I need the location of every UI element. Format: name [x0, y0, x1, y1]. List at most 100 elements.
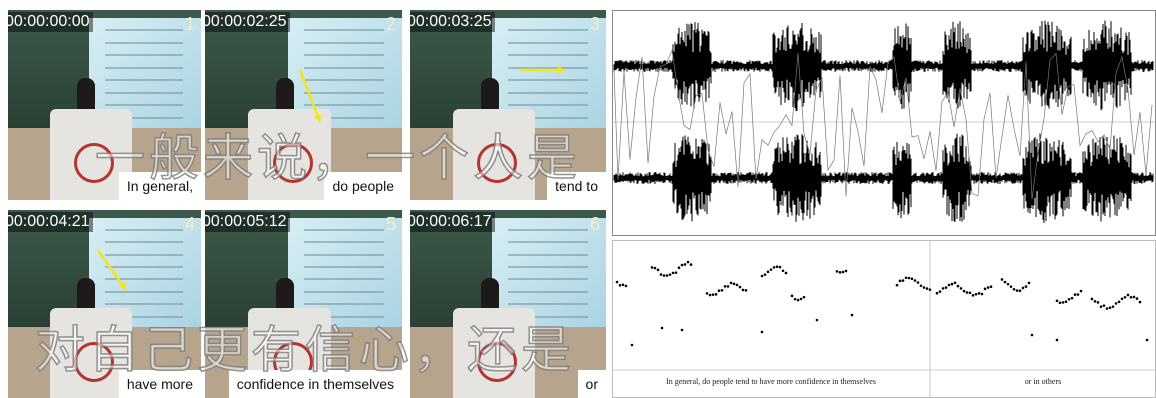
- text-line: [105, 79, 183, 81]
- frame-number: 6: [590, 214, 600, 235]
- text-line: [508, 266, 588, 268]
- pitch-point: [975, 293, 978, 296]
- pitch-point: [1121, 297, 1124, 300]
- pitch-point: [948, 284, 951, 287]
- caption: 对自己更有信心，还是: [35, 310, 575, 382]
- pitch-point: [1112, 305, 1115, 308]
- text-line: [105, 29, 183, 31]
- pitch-point: [1080, 290, 1083, 293]
- text-line: [508, 291, 588, 293]
- pitch-point: [681, 264, 684, 267]
- pitch-point: [800, 298, 803, 301]
- pitch-point: [1074, 293, 1077, 296]
- pitch-point: [1031, 334, 1034, 337]
- text-line: [508, 303, 588, 305]
- pitch-point: [1139, 301, 1142, 304]
- pitch-point: [990, 285, 993, 288]
- pitch-point: [963, 290, 966, 293]
- pitch-point: [929, 288, 932, 291]
- pitch-point: [724, 285, 727, 288]
- pitch-point: [1004, 281, 1007, 284]
- pitch-point: [625, 285, 628, 288]
- pitch-point: [721, 289, 724, 292]
- pitch-point: [816, 319, 819, 322]
- pitch-point: [836, 270, 839, 273]
- pitch-point: [709, 294, 712, 297]
- pitch-point: [791, 295, 794, 298]
- pitch-point: [773, 266, 776, 269]
- pitch-point: [745, 289, 748, 292]
- pitch-point: [1127, 294, 1130, 297]
- pitch-point: [969, 291, 972, 294]
- text-line: [304, 291, 384, 293]
- pitch-point: [911, 278, 914, 281]
- timestamp: 00:00:00:00: [8, 12, 93, 32]
- pitch-point: [926, 287, 929, 290]
- pitch-point: [742, 289, 745, 292]
- pitch-point: [651, 266, 654, 269]
- pitch-point: [1106, 307, 1109, 310]
- text-line: [105, 92, 183, 94]
- pitch-point: [666, 274, 669, 277]
- pitch-point: [779, 266, 782, 269]
- pitch-point: [631, 344, 634, 347]
- pitch-point: [987, 286, 990, 289]
- audio-panel: [612, 10, 1156, 398]
- page: 00:00:00:001In general,00:00:02:252do pe…: [0, 0, 1156, 398]
- caption: 一般来说，一个人是: [95, 118, 581, 190]
- pitch-point: [764, 273, 767, 276]
- pitch-point: [845, 270, 848, 273]
- subtitle: or: [578, 370, 606, 398]
- pitch-point: [794, 298, 797, 301]
- pitch-point: [1028, 282, 1031, 285]
- pitch-point: [1056, 300, 1059, 303]
- pitch-point: [1019, 289, 1022, 292]
- pitch-point: [661, 327, 664, 330]
- pitch-point: [1103, 304, 1106, 307]
- pitch-point: [1097, 301, 1100, 304]
- pitch-point: [1115, 302, 1118, 305]
- pitch-point: [1025, 285, 1028, 288]
- pitch-point: [839, 271, 842, 274]
- pitch-point: [978, 292, 981, 295]
- text-line: [304, 278, 384, 280]
- pitch-point: [954, 281, 957, 284]
- pitch-point: [1109, 306, 1112, 309]
- pitch-point: [1130, 296, 1133, 299]
- text-line: [508, 241, 588, 243]
- pitch-point: [730, 282, 733, 285]
- timestamp: 00:00:05:12: [205, 212, 290, 232]
- pitch-point: [957, 285, 960, 288]
- pitch-frame: [613, 241, 1156, 398]
- pitch-point: [663, 274, 666, 277]
- pitch-point: [761, 331, 764, 334]
- text-line: [304, 241, 384, 243]
- pitch-point: [966, 291, 969, 294]
- pitch-point: [896, 284, 899, 287]
- pitch-point: [1124, 296, 1127, 299]
- frame-number: 1: [185, 14, 195, 35]
- pitch-point: [657, 269, 660, 272]
- pitch-point: [690, 263, 693, 266]
- text-line: [508, 278, 588, 280]
- pitch-point: [1118, 301, 1121, 304]
- pitch-point: [654, 267, 657, 270]
- pitch-point: [908, 277, 911, 280]
- pitch-point: [733, 283, 736, 286]
- pitch-point: [1077, 293, 1080, 296]
- pitch-point: [981, 293, 984, 296]
- pitch-point: [712, 293, 715, 296]
- pitch-point: [776, 265, 779, 268]
- pitch-point: [622, 283, 625, 286]
- pitch-point: [675, 271, 678, 274]
- pitch-point: [936, 292, 939, 295]
- pitch-point: [1068, 298, 1071, 301]
- transcript-segment: or in others: [930, 377, 1156, 386]
- pitch-point: [678, 266, 681, 269]
- pitch-point: [1001, 278, 1004, 281]
- pitch-point: [951, 283, 954, 286]
- pitch-point: [1136, 297, 1139, 300]
- pitch-point: [984, 288, 987, 291]
- pitch-point: [770, 268, 773, 271]
- pitch-point: [1062, 301, 1065, 304]
